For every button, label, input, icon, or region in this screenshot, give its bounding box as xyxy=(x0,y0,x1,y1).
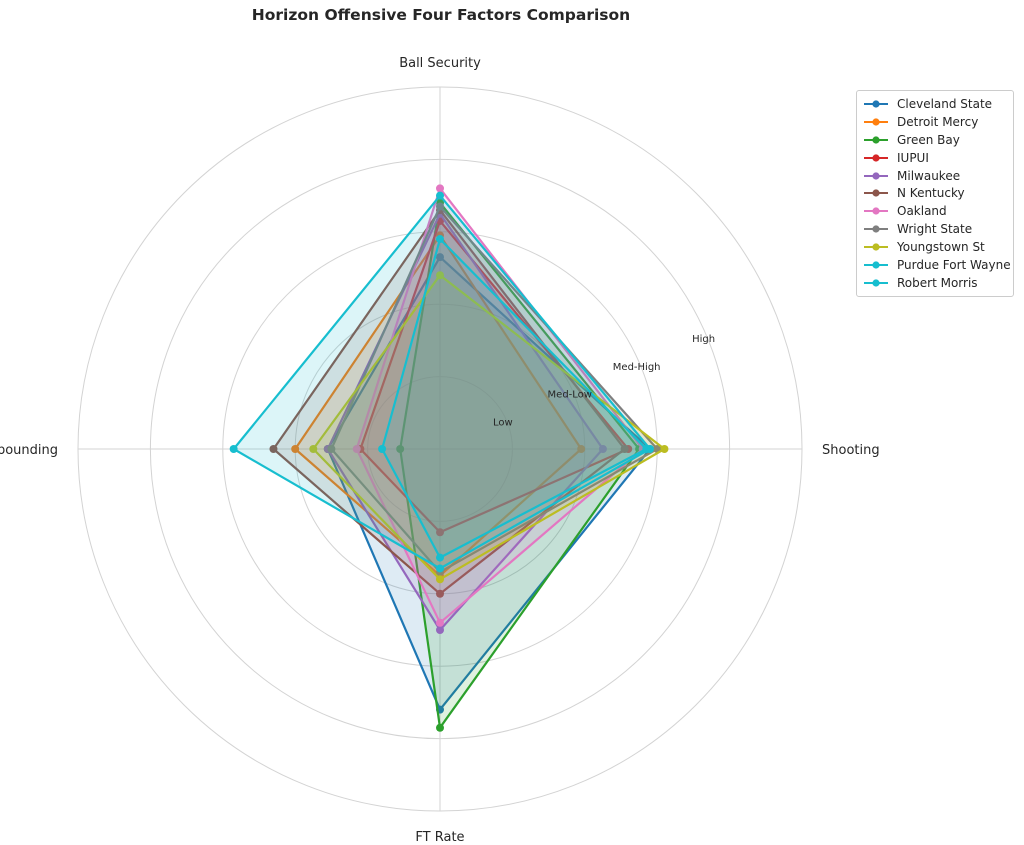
legend-label: Purdue Fort Wayne xyxy=(897,257,1011,272)
series-point xyxy=(620,445,629,453)
series-area xyxy=(360,220,629,533)
legend-marker xyxy=(872,243,880,251)
legend-marker xyxy=(872,136,880,144)
series-point xyxy=(436,528,444,537)
series-point xyxy=(436,253,444,262)
series-area xyxy=(382,239,647,558)
legend-item: Robert Morris xyxy=(857,274,1013,292)
legend-item: Green Bay xyxy=(857,131,1013,149)
legend-marker xyxy=(872,207,880,215)
legend-swatch xyxy=(864,100,888,108)
series-area xyxy=(327,257,650,710)
legend-swatch xyxy=(864,279,888,287)
legend-label: Detroit Mercy xyxy=(897,114,979,129)
series-point xyxy=(598,445,607,453)
series-point xyxy=(436,618,444,627)
series-point xyxy=(436,564,444,573)
legend-label: Robert Morris xyxy=(897,275,978,290)
legend-item: Wright State xyxy=(857,220,1013,238)
legend-marker xyxy=(872,225,880,233)
series-area xyxy=(313,275,665,580)
legend-swatch xyxy=(864,207,888,215)
axis-label: Off Rebounding xyxy=(0,443,58,458)
legend-marker xyxy=(872,171,880,180)
series-point xyxy=(269,445,278,453)
series-point xyxy=(642,445,651,453)
ring-label: High xyxy=(692,334,715,345)
series-point xyxy=(291,445,300,453)
series-point xyxy=(378,445,387,453)
ring-label: Med-Low xyxy=(548,390,592,401)
series-point xyxy=(436,271,444,280)
axis-label: Ball Security xyxy=(399,56,481,71)
legend-swatch xyxy=(864,171,888,180)
legend-swatch xyxy=(864,243,888,251)
series-point xyxy=(229,445,238,453)
legend-item: Cleveland State xyxy=(857,95,1013,113)
series-point xyxy=(352,445,361,453)
legend-item: Youngstown St xyxy=(857,238,1013,256)
legend-label: Oakland xyxy=(897,204,947,219)
legend: Cleveland State Detroit Mercy Green Bay IUP… xyxy=(856,90,1014,297)
series-area xyxy=(327,213,603,630)
legend-label: Green Bay xyxy=(897,132,960,147)
series-point xyxy=(436,626,444,634)
axis-label: FT Rate xyxy=(415,830,464,845)
series-point xyxy=(436,723,444,732)
legend-item: IUPUI xyxy=(857,149,1013,167)
chart-title: Horizon Offensive Four Factors Compariso… xyxy=(251,6,631,24)
series-point xyxy=(436,235,444,244)
legend-label: Wright State xyxy=(897,222,973,237)
series-point xyxy=(436,575,444,584)
legend-swatch xyxy=(864,118,888,126)
legend-item: Milwaukee xyxy=(857,167,1013,185)
series-layer xyxy=(229,184,669,732)
legend-label: Youngstown St xyxy=(897,240,985,255)
axis-labels: Low Med-Low Med-High High Shooting Ball Secur… xyxy=(0,56,880,845)
series-point xyxy=(577,445,586,453)
series-point xyxy=(436,202,444,211)
series-point xyxy=(309,445,318,453)
series-point xyxy=(436,589,444,598)
legend-item: Oakland xyxy=(857,202,1013,220)
legend-swatch xyxy=(864,136,888,144)
series-area xyxy=(356,188,643,623)
series-point xyxy=(660,445,669,453)
legend-label: Cleveland State xyxy=(897,96,993,111)
legend-item: Purdue Fort Wayne xyxy=(857,256,1013,274)
legend-label: Milwaukee xyxy=(897,168,961,183)
legend-marker xyxy=(872,118,880,126)
series-point xyxy=(436,191,444,200)
legend-marker xyxy=(872,261,880,269)
legend-label: IUPUI xyxy=(897,150,929,165)
series-area xyxy=(233,195,650,569)
legend-swatch xyxy=(864,261,888,269)
legend-item: N Kentucky xyxy=(857,184,1013,202)
ring-label: Low xyxy=(493,417,513,428)
legend-marker xyxy=(872,154,880,162)
legend-item: Detroit Mercy xyxy=(857,113,1013,131)
legend-swatch xyxy=(864,189,888,197)
legend-marker xyxy=(872,279,880,287)
series-point xyxy=(436,553,444,562)
legend-swatch xyxy=(864,225,888,233)
series-point xyxy=(327,445,336,453)
axis-label: Shooting xyxy=(822,443,880,458)
ring-label: Med-High xyxy=(613,362,661,373)
legend-label: N Kentucky xyxy=(897,186,965,201)
legend-swatch xyxy=(864,154,888,162)
series-point xyxy=(396,445,405,453)
series-area xyxy=(331,206,658,573)
series-area xyxy=(400,202,640,728)
legend-marker xyxy=(872,100,880,108)
legend-marker xyxy=(872,189,880,197)
series-point xyxy=(436,184,444,193)
